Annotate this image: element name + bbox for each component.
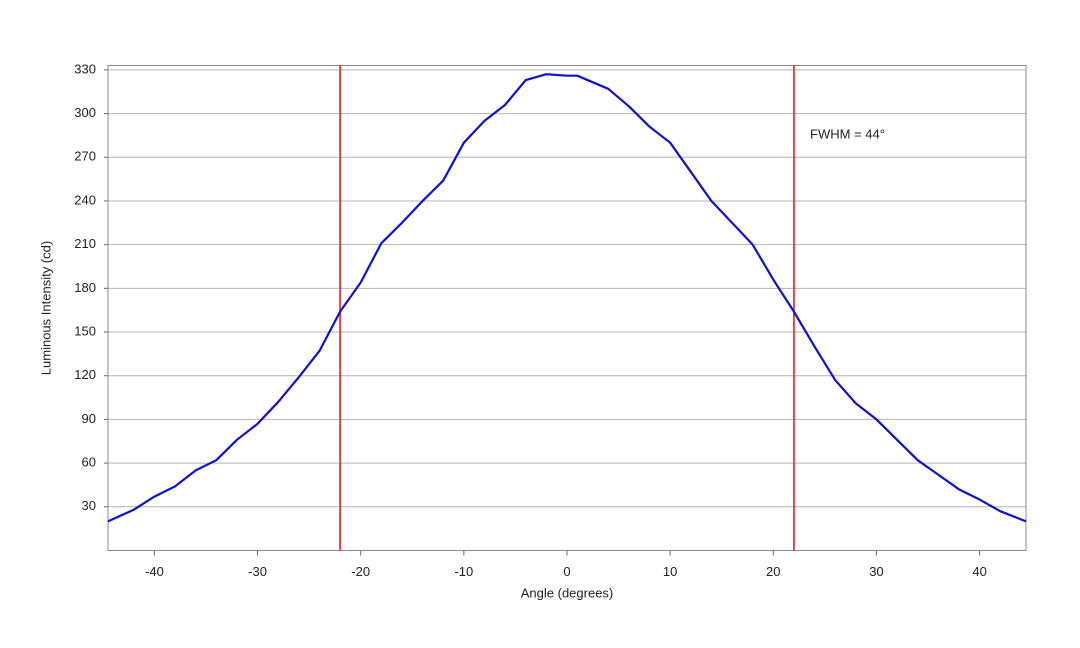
y-tick-label: 30: [82, 498, 96, 513]
y-tick-label: 300: [74, 105, 96, 120]
x-axis-label: Angle (degrees): [521, 585, 614, 600]
x-tick-label: 0: [563, 564, 570, 579]
y-tick-label: 210: [74, 236, 96, 251]
x-tick-label: -10: [454, 564, 473, 579]
y-tick-label: 330: [74, 61, 96, 76]
data-line: [107, 73, 1027, 523]
y-tick-label: 180: [74, 280, 96, 295]
y-tick-label: 90: [82, 411, 96, 426]
x-tick-label: -30: [248, 564, 267, 579]
x-tick-label: -40: [145, 564, 164, 579]
plot-frame: [107, 65, 1027, 551]
y-tick-label: 150: [74, 323, 96, 338]
y-tick-label: 120: [74, 367, 96, 382]
x-tick-label: -20: [351, 564, 370, 579]
y-tick-label: 60: [82, 455, 96, 470]
y-tick-label: 240: [74, 192, 96, 207]
y-tick-label: 270: [74, 149, 96, 164]
annotation: FWHM = 44°: [810, 126, 885, 141]
y-axis-label: Luminous Intensity (cd): [38, 241, 53, 375]
x-tick-label: 10: [663, 564, 677, 579]
x-tick-label: 20: [766, 564, 780, 579]
x-tick-label: 30: [869, 564, 883, 579]
x-tick-label: 40: [972, 564, 986, 579]
